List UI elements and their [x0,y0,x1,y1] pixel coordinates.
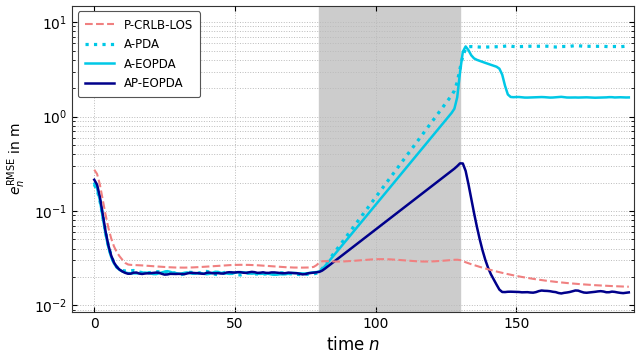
X-axis label: time $n$: time $n$ [326,337,380,355]
Legend: P-CRLB-LOS, A-PDA, A-EOPDA, AP-EOPDA: P-CRLB-LOS, A-PDA, A-EOPDA, AP-EOPDA [77,12,200,97]
Bar [319,5,460,312]
Y-axis label: $e_n^{\mathrm{RMSE}}$ in m: $e_n^{\mathrm{RMSE}}$ in m [6,122,28,195]
